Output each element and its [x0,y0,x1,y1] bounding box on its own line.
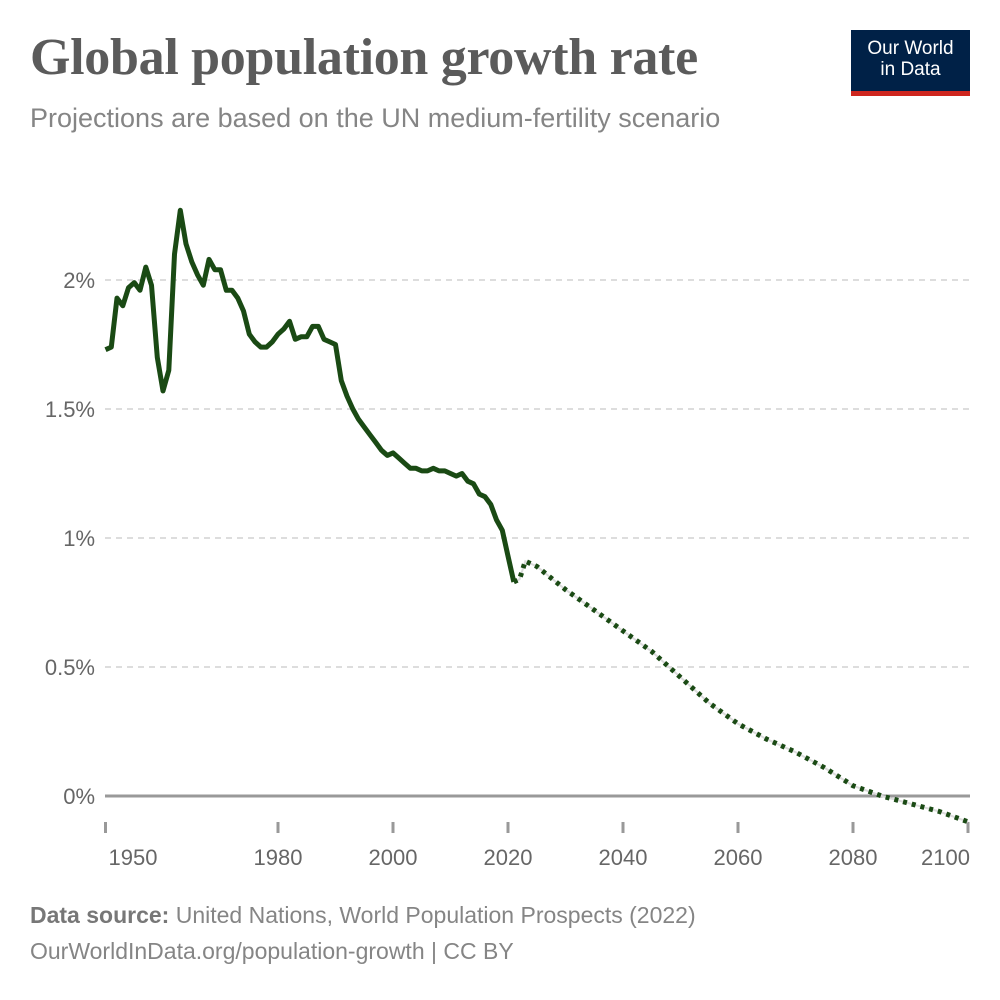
x-tick-label: 2040 [599,845,648,870]
y-tick-label: 0.5% [45,655,95,680]
projection-guide-line [513,559,969,823]
footer-url-line: OurWorldInData.org/population-growth | C… [30,938,514,965]
source-text: United Nations, World Population Prospec… [169,902,696,928]
logo-accent-bar [851,91,970,96]
chart-title: Global population growth rate [30,29,698,86]
x-tick-label: 2020 [484,845,533,870]
x-tick-label: 2100 [921,845,970,870]
historical-growth-line [104,207,517,583]
logo-line2: in Data [880,59,941,80]
chart-subtitle: Projections are based on the UN medium-f… [30,103,721,133]
y-tick-label: 1% [63,526,95,551]
y-tick-label: 2% [63,268,95,293]
logo-line1: Our World [867,38,954,59]
source-label: Data source: [30,902,170,928]
x-tick-label: 1980 [254,845,303,870]
source-url-link[interactable]: OurWorldInData.org/population-growth [30,938,425,964]
x-tick-label: 1950 [109,845,158,870]
x-tick-label: 2080 [829,845,878,870]
projected-growth-line [512,557,969,825]
data-source: Data source: United Nations, World Popul… [30,902,696,929]
owid-logo[interactable]: Our World in Data [851,30,970,96]
y-tick-label: 0% [63,784,95,809]
license: | CC BY [424,938,514,964]
y-tick-label: 1.5% [45,397,95,422]
x-tick-label: 2000 [369,845,418,870]
x-tick-label: 2060 [714,845,763,870]
